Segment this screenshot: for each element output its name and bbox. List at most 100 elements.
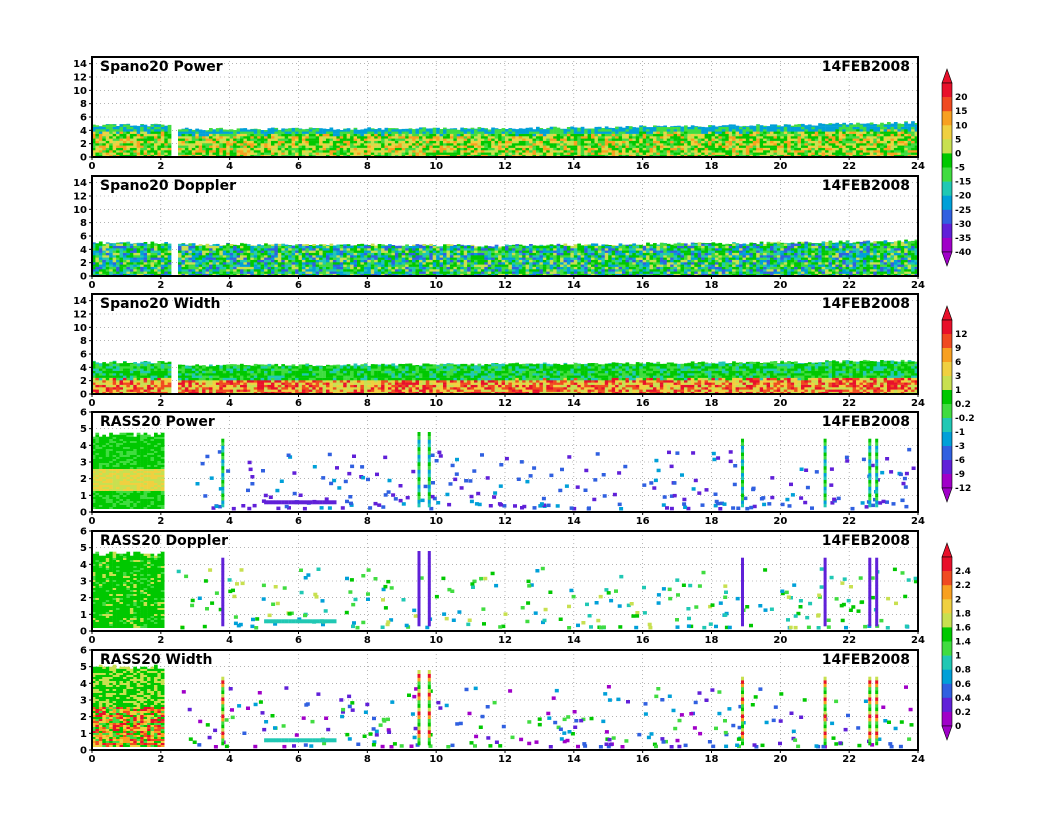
data-cell xyxy=(608,147,612,151)
data-cell xyxy=(597,140,602,144)
data-cell xyxy=(305,271,310,274)
data-cell xyxy=(277,255,282,258)
data-cell xyxy=(264,271,268,274)
data-cell xyxy=(811,136,815,139)
data-cell xyxy=(198,129,203,132)
data-cell xyxy=(116,145,120,148)
data-cell xyxy=(508,245,513,246)
data-cell xyxy=(274,255,279,258)
data-cell xyxy=(663,150,667,153)
data-cell xyxy=(381,136,385,139)
data-cell xyxy=(329,133,334,137)
data-cell xyxy=(126,241,131,244)
data-cell xyxy=(622,140,626,144)
data-cell xyxy=(670,150,674,153)
data-cell xyxy=(887,147,891,151)
data-cell xyxy=(480,259,485,263)
data-cell xyxy=(229,150,234,153)
data-cell xyxy=(432,145,437,148)
data-cell xyxy=(856,136,860,139)
data-cell xyxy=(388,152,392,155)
data-cell xyxy=(780,152,784,155)
data-cell xyxy=(246,147,251,151)
data-cell xyxy=(694,145,698,148)
data-cell xyxy=(198,269,203,272)
data-cell xyxy=(783,131,788,134)
data-cell xyxy=(577,152,581,155)
data-cell xyxy=(126,131,131,134)
data-cell xyxy=(443,259,447,263)
y-tick-label: 6 xyxy=(80,113,87,124)
data-cell xyxy=(708,152,712,155)
data-cell xyxy=(601,152,606,155)
data-cell xyxy=(377,257,382,260)
data-cell xyxy=(277,269,282,272)
data-cell xyxy=(226,259,230,263)
data-cell xyxy=(522,145,526,148)
data-cell xyxy=(143,264,148,267)
data-cell xyxy=(116,131,120,134)
data-cell xyxy=(659,147,664,151)
data-cell xyxy=(260,147,265,151)
data-cell xyxy=(463,266,468,270)
data-cell xyxy=(246,150,251,153)
data-cell xyxy=(653,145,657,148)
data-cell xyxy=(873,124,877,125)
data-cell xyxy=(126,150,131,153)
data-cell xyxy=(487,271,492,274)
data-cell xyxy=(832,124,836,127)
data-cell xyxy=(491,143,495,146)
data-cell xyxy=(367,138,371,141)
data-cell xyxy=(828,136,833,139)
data-cell xyxy=(133,143,137,146)
data-cell xyxy=(119,243,124,246)
data-cell xyxy=(136,257,141,260)
data-cell xyxy=(374,266,378,270)
data-cell xyxy=(391,257,396,260)
data-cell xyxy=(274,252,279,256)
data-cell xyxy=(818,133,822,137)
data-cell xyxy=(787,150,791,153)
data-cell xyxy=(422,138,427,141)
data-cell xyxy=(298,271,303,274)
data-cell xyxy=(914,143,919,146)
data-cell xyxy=(773,147,778,151)
data-cell xyxy=(267,245,272,249)
data-cell xyxy=(597,150,602,153)
data-cell xyxy=(312,133,316,137)
data-cell xyxy=(212,257,217,260)
data-cell xyxy=(862,150,867,153)
data-cell xyxy=(849,126,853,130)
data-cell xyxy=(147,140,151,144)
data-cell xyxy=(704,129,709,132)
data-cell xyxy=(226,271,230,274)
data-cell xyxy=(704,131,709,134)
data-cell xyxy=(119,250,124,253)
data-cell xyxy=(308,127,313,130)
data-cell xyxy=(188,145,193,148)
data-cell xyxy=(353,245,358,249)
data-cell xyxy=(322,145,327,148)
data-cell xyxy=(463,262,468,265)
data-cell xyxy=(474,248,478,251)
data-cell xyxy=(363,255,368,258)
data-cell xyxy=(859,126,864,130)
data-cell xyxy=(260,145,265,148)
data-cell xyxy=(243,143,248,146)
data-cell xyxy=(873,126,877,130)
data-cell xyxy=(126,248,131,251)
data-cell xyxy=(842,145,846,148)
data-cell xyxy=(422,136,427,139)
data-cell xyxy=(539,143,544,146)
data-cell xyxy=(363,129,368,132)
data-cell xyxy=(357,138,361,141)
data-cell xyxy=(745,126,750,130)
data-cell xyxy=(911,145,915,148)
data-cell xyxy=(639,136,643,139)
data-cell xyxy=(498,133,502,137)
data-cell xyxy=(408,257,413,260)
data-cells xyxy=(92,239,919,277)
data-cell xyxy=(326,262,330,265)
data-cell xyxy=(893,124,898,127)
data-cell xyxy=(770,126,774,130)
